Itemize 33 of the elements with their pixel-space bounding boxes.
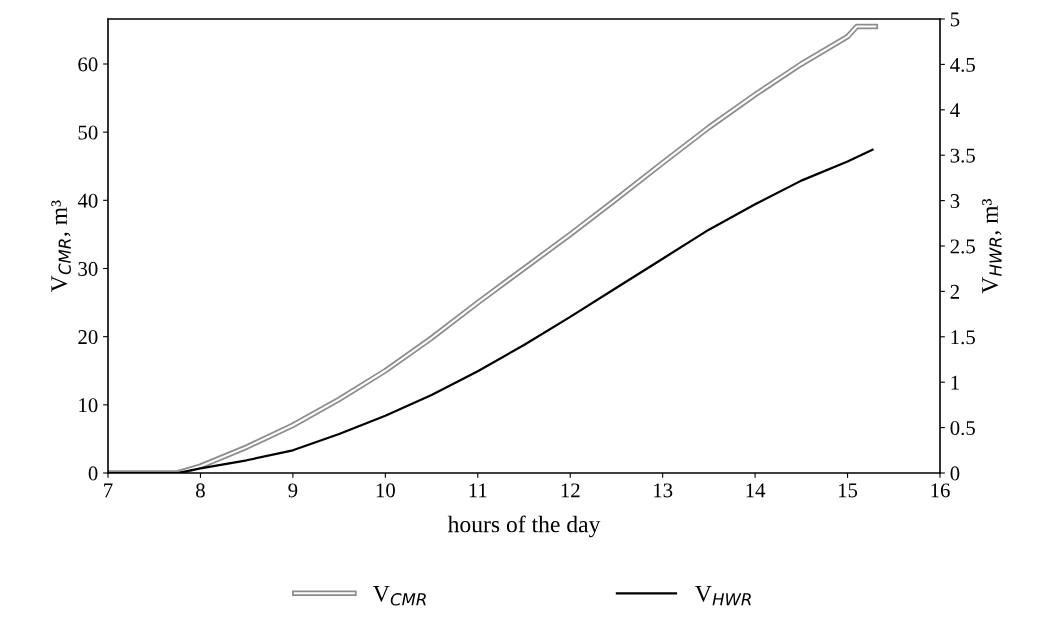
y-tick-label: 30 [78, 261, 98, 276]
y-tick-label: 20 [78, 330, 98, 345]
y2-tick-label: 4 [950, 103, 960, 118]
y2-tick-label: 0 [950, 466, 960, 481]
y-tick-label: 0 [88, 466, 98, 481]
legend-label: V$_{CMR}$ [373, 585, 426, 606]
x-tick-label: 15 [838, 483, 858, 498]
y-tick-label: 60 [78, 57, 98, 72]
x-tick-label: 10 [376, 483, 395, 498]
legend-label: V$_{HWR}$ [695, 585, 751, 606]
y-tick-label: 50 [78, 125, 98, 140]
y-axis-title: V$_{CMR}$, m³ [51, 200, 71, 293]
y2-tick-label: 1 [951, 375, 959, 390]
y2-tick-label: 3.5 [950, 148, 975, 163]
x-axis-title: hours of the day [447, 515, 601, 538]
y2-tick-label: 3 [950, 194, 960, 209]
y2-tick-label: 1.5 [951, 330, 975, 345]
x-tick-label: 7 [104, 483, 113, 498]
y2-tick-label: 4.5 [950, 57, 975, 72]
x-tick-label: 14 [746, 483, 766, 498]
x-tick-label: 8 [196, 483, 205, 498]
y2-tick-label: 2 [950, 284, 959, 299]
y2-axis-title: V$_{HWR}$, m³ [982, 198, 1002, 294]
x-tick-label: 11 [469, 483, 487, 498]
x-tick-label: 16 [931, 483, 950, 498]
y2-tick-label: 0.5 [950, 420, 975, 436]
x-tick-label: 13 [654, 483, 673, 498]
y2-tick-label: 2.5 [950, 239, 975, 254]
y-tick-label: 40 [77, 193, 98, 208]
x-tick-label: 12 [561, 483, 580, 498]
x-tick-label: 9 [288, 483, 298, 498]
y2-tick-label: 5 [950, 12, 960, 27]
y-tick-label: 10 [79, 398, 98, 413]
